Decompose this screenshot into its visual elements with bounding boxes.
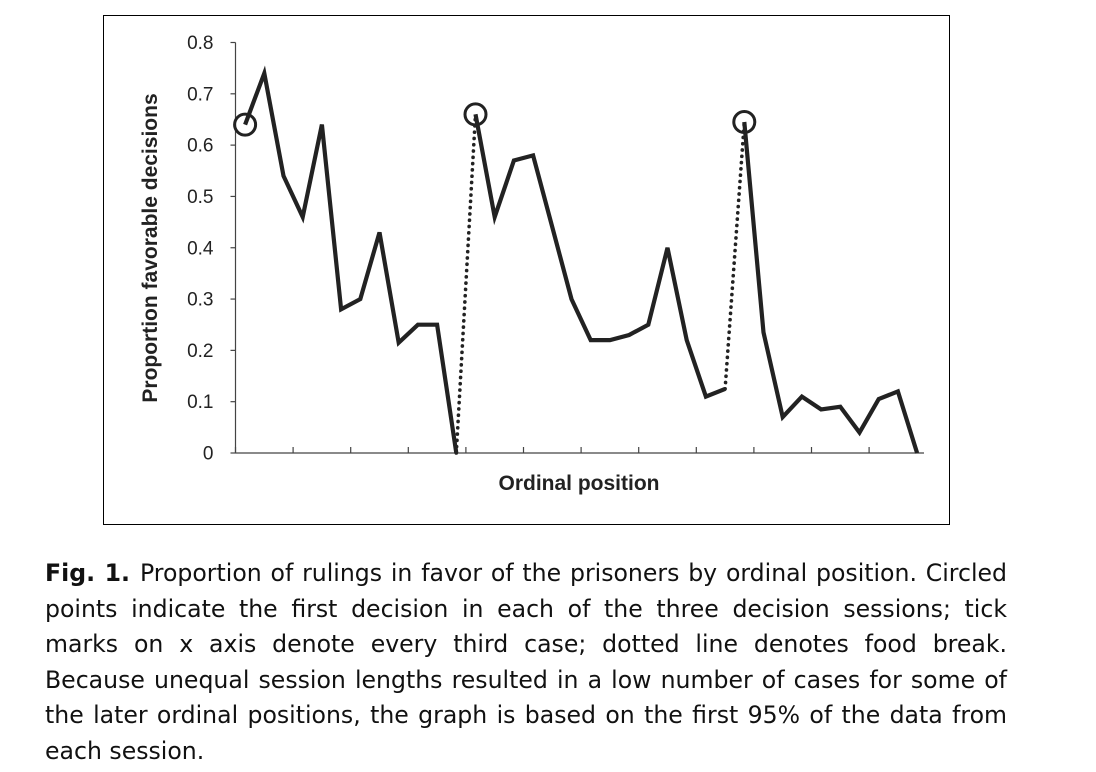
series-lines [243, 65, 920, 454]
circled-point-session-1 [233, 112, 258, 137]
y-tick-label: 0.2 [187, 341, 213, 362]
y-tick-label: 0.6 [187, 136, 213, 157]
caption-text: Proportion of rulings in favor of the pr… [45, 559, 1007, 765]
food-break-line-1 [454, 112, 478, 455]
x-axis-label: Ordinal position [499, 472, 660, 495]
caption-label: Fig. 1. [45, 559, 130, 587]
series-line-session-2 [473, 113, 726, 400]
y-axis-label: Proportion favorable decisions [139, 93, 162, 402]
y-tick-label: 0.5 [187, 187, 213, 208]
y-tick-label: 0.7 [187, 84, 213, 105]
series-line-session-3 [742, 121, 920, 454]
line-chart: 0 0.1 0.2 0.3 0.4 0.5 0.6 0.7 0.8 Ordinal positi… [139, 33, 924, 495]
y-tick-label: 0.3 [187, 290, 213, 311]
y-tick-label: 0 [203, 444, 214, 465]
food-break-lines [454, 112, 747, 455]
circled-point-session-3 [732, 110, 757, 135]
circled-point-session-2 [463, 102, 488, 127]
axes: 0 0.1 0.2 0.3 0.4 0.5 0.6 0.7 0.8 [187, 33, 924, 465]
food-break-line-2 [723, 120, 747, 391]
y-tick-label: 0.8 [187, 33, 213, 54]
chart-frame: 0 0.1 0.2 0.3 0.4 0.5 0.6 0.7 0.8 Ordinal positi… [103, 15, 950, 525]
y-tick-label: 0.1 [187, 392, 213, 413]
figure-caption: Fig. 1. Proportion of rulings in favor of… [45, 556, 1007, 769]
series-line-session-1 [243, 65, 459, 454]
circled-points [233, 102, 757, 137]
y-tick-label: 0.4 [187, 238, 214, 259]
